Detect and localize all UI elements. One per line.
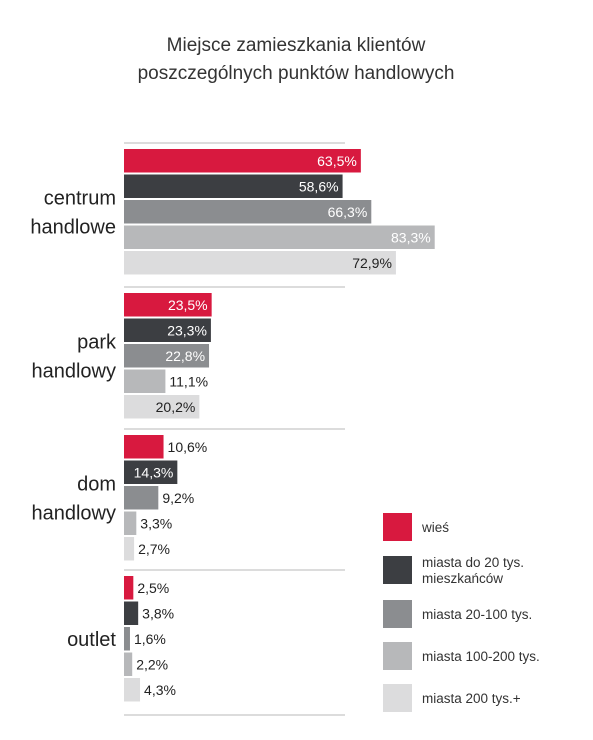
legend-label: miasta 100-200 tys. [422, 649, 540, 664]
bar-value-label: 23,3% [167, 322, 207, 338]
bar-value-label: 2,7% [138, 541, 170, 557]
bar-value-label: 4,3% [144, 682, 176, 698]
bar [124, 678, 141, 702]
bar [124, 576, 134, 600]
bar [124, 149, 361, 173]
legend-swatch [383, 642, 412, 670]
bar [124, 395, 200, 419]
category-label: dom [77, 473, 116, 495]
legend-swatch [383, 513, 412, 541]
legend-label: mieszkańców [422, 571, 503, 586]
bar-value-label: 1,6% [134, 631, 166, 647]
category-label: handlowy [31, 502, 116, 524]
bar-value-label: 83,3% [391, 229, 431, 245]
bar [124, 369, 166, 393]
bar [124, 200, 372, 224]
legend-swatch [383, 556, 412, 584]
bar [124, 652, 133, 676]
category-label: handlowy [31, 360, 116, 382]
chart-title: Miejsce zamieszkania klientów poszczególn… [138, 35, 455, 84]
chart-title-line: poszczególnych punktów handlowych [138, 63, 455, 84]
legend-label: miasta 200 tys.+ [422, 691, 521, 706]
chart-title-line: Miejsce zamieszkania klientów [167, 35, 426, 56]
bar-value-label: 11,1% [169, 373, 208, 389]
bar-value-label: 63,5% [317, 153, 357, 169]
bar [124, 537, 135, 561]
bar [124, 460, 178, 484]
bar [124, 251, 396, 275]
bar [124, 435, 164, 459]
legend-label: miasta do 20 tys. [422, 555, 524, 570]
bar [124, 318, 211, 342]
bar [124, 344, 210, 368]
bars: 63,5% 58,6% 66,3% 83,3% 72,9% 23,5% 23,3% 22,8%… [124, 149, 435, 702]
legend: wieś miasta do 20 tys.mieszkańców miasta 2… [383, 513, 540, 712]
bar-value-label: 3,8% [142, 605, 174, 621]
bar-value-label: 58,6% [299, 178, 339, 194]
bar-value-label: 23,5% [168, 297, 208, 313]
bar [124, 627, 130, 651]
bar-value-label: 10,6% [168, 439, 208, 455]
bar [124, 601, 139, 625]
bar-value-label: 14,3% [134, 464, 174, 480]
bar [124, 486, 159, 510]
bar-value-label: 66,3% [328, 204, 368, 220]
bar-value-label: 9,2% [162, 490, 194, 506]
legend-swatch [383, 600, 412, 628]
bar [124, 225, 435, 249]
legend-label: miasta 20-100 tys. [422, 607, 532, 622]
category-label: park [77, 331, 117, 353]
bar-value-label: 20,2% [156, 399, 196, 415]
bar-value-label: 2,2% [136, 656, 168, 672]
legend-swatch [383, 684, 412, 712]
bar-value-label: 3,3% [140, 515, 172, 531]
category-labels: centrum handlowe park handlowy dom handlowy ou… [30, 187, 117, 651]
category-label: centrum [44, 187, 116, 209]
bar-value-label: 2,5% [137, 580, 169, 596]
bar-value-label: 72,9% [352, 255, 392, 271]
bar-value-label: 22,8% [165, 348, 205, 364]
legend-label: wieś [421, 520, 449, 535]
category-label: outlet [67, 629, 116, 651]
category-label: handlowe [30, 216, 116, 238]
bar [124, 511, 137, 535]
bar [124, 293, 212, 317]
group-dividers [124, 142, 345, 716]
bar [124, 174, 343, 198]
